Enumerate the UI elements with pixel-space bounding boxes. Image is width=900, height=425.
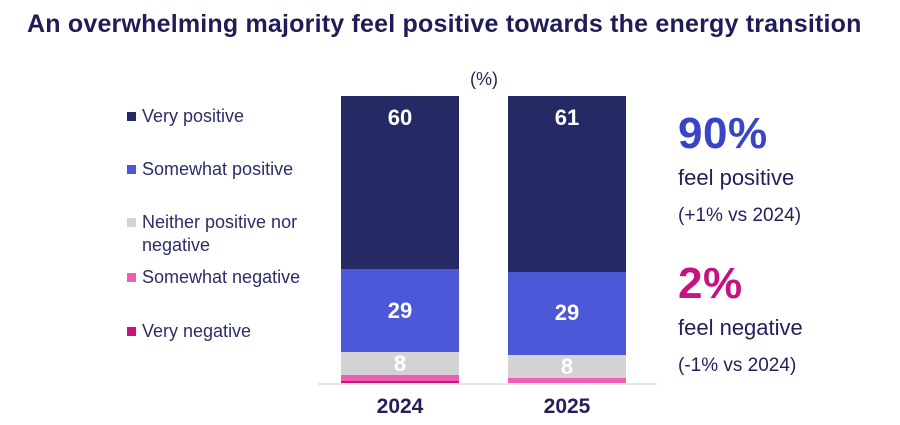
stacked-bar-2025: 61 29 8 <box>508 96 626 384</box>
bar-segment-very-negative <box>341 381 459 384</box>
bar-column-2024: 60 29 8 2024 <box>341 96 459 419</box>
segment-value-label: 29 <box>554 300 580 326</box>
negative-callout: 2% feel negative (-1% vs 2024) <box>678 262 888 377</box>
bar-segment-somewhat-positive: 29 <box>341 268 459 353</box>
x-axis-label: 2024 <box>376 395 424 418</box>
bar-segment-neither-positive-nor-negative: 8 <box>341 352 459 376</box>
legend-label: Very positive <box>142 106 245 126</box>
stacked-bar-2024: 60 29 8 <box>341 96 459 384</box>
positive-callout-delta: (+1% vs 2024) <box>678 205 802 226</box>
legend-swatch-icon <box>127 218 136 227</box>
negative-callout-value: 2% <box>678 259 743 308</box>
bar-segment-somewhat-positive: 29 <box>508 271 626 356</box>
legend-label: Somewhat negative <box>142 267 301 287</box>
bar-segment-somewhat-negative <box>341 375 459 382</box>
positive-callout: 90% feel positive (+1% vs 2024) <box>678 112 888 227</box>
segment-value-label: 29 <box>387 297 413 323</box>
unit-label: (%) <box>470 69 498 89</box>
segment-value-label: 8 <box>393 352 407 376</box>
legend-swatch-icon <box>127 273 136 282</box>
legend-item-very-negative: Very negative <box>127 320 251 343</box>
segment-value-label: 61 <box>554 105 580 130</box>
bar-column-2025: 61 29 8 2025 <box>508 96 626 419</box>
x-axis-label: 2025 <box>543 395 591 418</box>
legend-swatch-icon <box>127 165 136 174</box>
x-axis-baseline <box>318 383 657 385</box>
segment-value-label: 60 <box>387 105 413 130</box>
bar-segment-somewhat-negative <box>508 378 626 384</box>
bar-segment-very-positive: 61 <box>508 96 626 272</box>
legend-item-neither-positive-nor-negative: Neither positive nor negative <box>127 211 339 257</box>
negative-callout-text: feel negative <box>678 315 803 340</box>
negative-callout-delta: (-1% vs 2024) <box>678 355 797 376</box>
legend-item-somewhat-negative: Somewhat negative <box>127 266 300 289</box>
positive-callout-text: feel positive <box>678 165 795 190</box>
legend-swatch-icon <box>127 112 136 121</box>
positive-callout-value: 90% <box>678 109 768 158</box>
segment-value-label: 8 <box>560 355 574 379</box>
page-title: An overwhelming majority feel positive t… <box>27 10 862 38</box>
bar-segment-very-positive: 60 <box>341 96 459 269</box>
legend-item-very-positive: Very positive <box>127 105 244 128</box>
legend-label: Neither positive nor negative <box>142 212 298 255</box>
legend-swatch-icon <box>127 327 136 336</box>
legend-item-somewhat-positive: Somewhat positive <box>127 158 293 181</box>
legend-label: Somewhat positive <box>142 159 294 179</box>
bar-segment-neither-positive-nor-negative: 8 <box>508 355 626 379</box>
legend-label: Very negative <box>142 321 252 341</box>
